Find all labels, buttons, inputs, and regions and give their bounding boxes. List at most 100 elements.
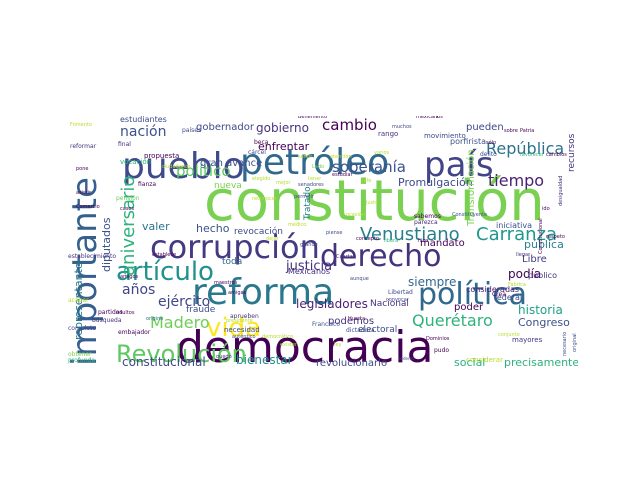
word-130: mexicanos	[416, 116, 443, 120]
word-156: servir	[298, 154, 313, 160]
word-17: República	[486, 139, 564, 158]
word-68: consideradas	[466, 285, 519, 294]
word-81: profunda	[68, 357, 95, 364]
word-6: reforma	[192, 272, 334, 313]
word-104: Libertad	[388, 289, 413, 296]
word-22: político	[176, 162, 231, 180]
word-162: ley	[334, 342, 341, 348]
word-102: muchos	[392, 124, 412, 130]
word-159: democrático	[262, 333, 293, 340]
word-cloud: constitución democracia petróleo pueblo país…	[66, 116, 578, 372]
word-85: embajador	[118, 329, 151, 336]
word-75: Francisco	[312, 321, 340, 328]
word-135: amigas	[228, 290, 247, 296]
word-96: países	[182, 127, 201, 134]
word-80: obtener	[68, 351, 92, 358]
word-52: recursos	[567, 133, 577, 172]
word-57: toda	[222, 257, 242, 267]
word-101: pudo	[434, 347, 449, 354]
word-24: Querétaro	[412, 311, 493, 330]
word-38: pública	[524, 238, 564, 251]
word-106: favorecer	[520, 152, 545, 158]
word-67: considerar	[466, 356, 503, 364]
word-84: búsqueda	[92, 317, 122, 324]
word-158: ciudadanos	[162, 164, 191, 170]
word-11: Revolución	[116, 340, 247, 368]
word-154: elegido	[252, 176, 270, 182]
word-79: completo	[68, 325, 96, 332]
word-144: ido	[542, 206, 550, 212]
word-72: rango	[378, 130, 398, 138]
word-113: libera	[384, 238, 398, 244]
word-70: porfirista	[450, 137, 486, 146]
word-15: tiempo	[488, 171, 544, 190]
word-77: vocación	[120, 158, 151, 166]
word-117: conjunto	[498, 332, 520, 338]
word-100: Crea	[492, 291, 506, 298]
word-139: permitir	[294, 194, 315, 200]
word-41: mandato	[420, 238, 465, 249]
word-26: Madero	[150, 313, 210, 332]
word-9: política	[418, 277, 527, 312]
word-99: beca	[254, 139, 269, 146]
word-125: sobre	[504, 128, 518, 134]
word-61: electoral	[358, 325, 397, 335]
word-5: importante	[66, 177, 105, 366]
word-66: iniciativa	[496, 221, 532, 230]
word-122: acabar	[68, 297, 89, 304]
word-39: Congreso	[518, 316, 570, 329]
word-54: gran avance	[200, 158, 262, 169]
word-134: Fomento	[70, 122, 92, 128]
word-2: petróleo	[240, 142, 389, 183]
word-69: mayores	[512, 336, 543, 344]
word-27: ejército	[158, 294, 210, 310]
word-108: respeto	[546, 234, 565, 240]
word-31: constitucional	[122, 355, 206, 369]
word-12: vida	[206, 313, 261, 343]
word-146: cambios	[546, 152, 567, 158]
word-50: pueden	[466, 122, 504, 133]
word-20: gobierno	[256, 121, 309, 135]
word-40: Libre	[522, 254, 547, 265]
word-82: establecimiento	[68, 253, 116, 260]
word-92: origine	[146, 316, 163, 322]
word-155: jefe	[361, 178, 371, 184]
word-133: original	[572, 333, 578, 352]
word-109: Fabrica	[508, 282, 526, 288]
word-157: varios	[374, 150, 390, 156]
word-51: Transformación	[465, 149, 477, 227]
word-8: derecho	[320, 239, 442, 274]
word-30: diputados	[100, 217, 113, 272]
word-107: Patria	[520, 128, 534, 134]
word-4: país	[424, 145, 494, 185]
word-1: democracia	[176, 322, 433, 372]
word-152: reconocer	[252, 196, 278, 202]
word-14: Carranza	[476, 224, 557, 245]
word-149: médico	[288, 221, 306, 228]
word-32: bienestar	[236, 353, 293, 367]
word-46: precisamente	[504, 356, 578, 369]
word-25: legisladores	[296, 297, 368, 311]
word-35: siempre	[408, 275, 456, 289]
word-45: revolucionario	[316, 358, 387, 369]
word-47: enfrentar	[258, 140, 310, 153]
word-115: senadores	[298, 182, 324, 188]
word-34: valer	[142, 220, 170, 233]
word-16: soberanía	[332, 158, 406, 176]
word-137: establece	[152, 252, 176, 258]
word-111: Cuarta	[336, 254, 353, 260]
word-141: atención	[330, 153, 352, 160]
word-119: Dominios	[426, 336, 450, 342]
word-153: justo	[365, 200, 378, 206]
word-131: Constitucional	[538, 218, 544, 254]
word-56: revocación	[234, 226, 283, 237]
word-29: representante	[72, 262, 85, 340]
word-3: pueblo	[122, 146, 245, 187]
word-121: asistir	[76, 190, 92, 196]
word-161: presidente	[226, 318, 253, 324]
word-58: nueva	[214, 181, 242, 191]
word-114: estudiar	[332, 172, 353, 178]
word-21: aniversario	[118, 176, 139, 276]
word-13: Venustiano	[360, 224, 460, 245]
